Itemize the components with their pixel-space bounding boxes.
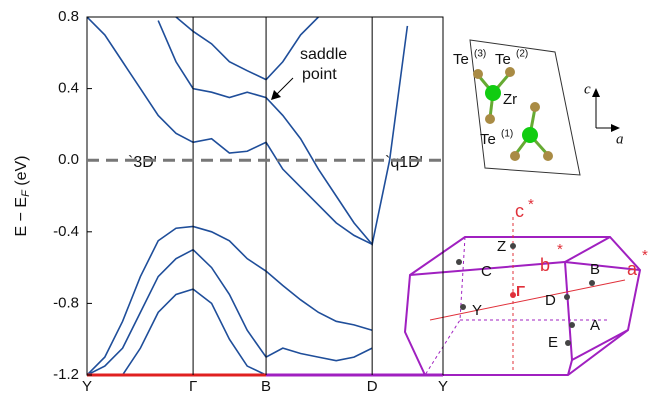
bz-labels: c * b * a * Z C B Y Γ D A E bbox=[456, 196, 648, 351]
y-axis-label: E − EF (eV) bbox=[13, 156, 32, 237]
atom-label: Te bbox=[480, 131, 496, 148]
band bbox=[87, 225, 373, 375]
atom-label: Te bbox=[495, 51, 511, 68]
x-tick-label: Γ bbox=[189, 378, 197, 395]
y-tick-label: 0.8 bbox=[58, 8, 79, 25]
annotation-arrow bbox=[271, 90, 281, 100]
x-tick-label: Y bbox=[82, 378, 92, 395]
atom-label: (1) bbox=[501, 129, 513, 140]
band-plot: E − EF (eV) saddle point `3D' `q1D' -1.2… bbox=[13, 8, 448, 395]
bz-point: D bbox=[545, 292, 556, 309]
bz-axis: a bbox=[627, 259, 638, 279]
bz-axis: c bbox=[515, 201, 524, 221]
bz-axis: b bbox=[540, 255, 550, 275]
atom-label: (2) bbox=[516, 49, 528, 60]
y-tick-label: -0.8 bbox=[53, 294, 79, 311]
bz-star: * bbox=[528, 196, 534, 213]
y-tick-label: 0.4 bbox=[58, 80, 79, 97]
x-tick-label: B bbox=[261, 378, 271, 395]
bz-point: Γ bbox=[516, 283, 525, 300]
y-tick-label: -0.4 bbox=[53, 223, 79, 240]
bz-point: A bbox=[590, 317, 600, 334]
annotation: `q1D' bbox=[385, 154, 423, 171]
annotation: point bbox=[302, 66, 337, 83]
bz-point: C bbox=[481, 263, 492, 280]
y-tick-label: -1.2 bbox=[53, 366, 79, 383]
y-tick-label: 0.0 bbox=[58, 151, 79, 168]
x-tick-label: D bbox=[367, 378, 378, 395]
bz-point: B bbox=[590, 261, 600, 278]
bz-point: E bbox=[548, 334, 558, 351]
axis-letter: a bbox=[616, 131, 624, 147]
bz-point: Z bbox=[497, 238, 506, 255]
plot-frame bbox=[86, 16, 444, 376]
crystal-structure: Te (3) Te (2) Zr Te (1) c a bbox=[453, 39, 624, 176]
annotation: saddle bbox=[300, 46, 347, 63]
atom-label: Zr bbox=[503, 91, 517, 108]
brillouin-zone bbox=[403, 215, 642, 376]
annotation-arrow bbox=[274, 77, 294, 97]
band bbox=[87, 248, 373, 375]
axis-letter: c bbox=[584, 81, 591, 97]
band bbox=[121, 288, 267, 375]
atom-label: Te bbox=[453, 51, 469, 68]
band bbox=[87, 17, 373, 246]
band bbox=[157, 20, 409, 247]
bz-star: * bbox=[557, 241, 563, 258]
bz-star: * bbox=[642, 247, 648, 264]
band bbox=[175, 17, 319, 81]
bz-point: Y bbox=[472, 302, 482, 319]
annotation: `3D' bbox=[128, 154, 157, 171]
atom-label: (3) bbox=[474, 49, 486, 60]
x-tick-label: Y bbox=[438, 378, 448, 395]
